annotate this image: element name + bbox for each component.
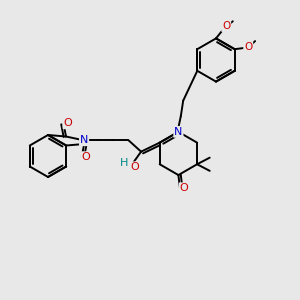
Text: O: O: [63, 118, 72, 128]
Text: O: O: [244, 41, 252, 52]
Text: O: O: [82, 152, 90, 162]
Text: O: O: [180, 183, 188, 193]
Text: O: O: [130, 162, 139, 172]
Text: N: N: [80, 135, 88, 145]
Text: H: H: [119, 158, 128, 168]
Text: O: O: [222, 21, 230, 31]
Text: N: N: [174, 127, 183, 137]
